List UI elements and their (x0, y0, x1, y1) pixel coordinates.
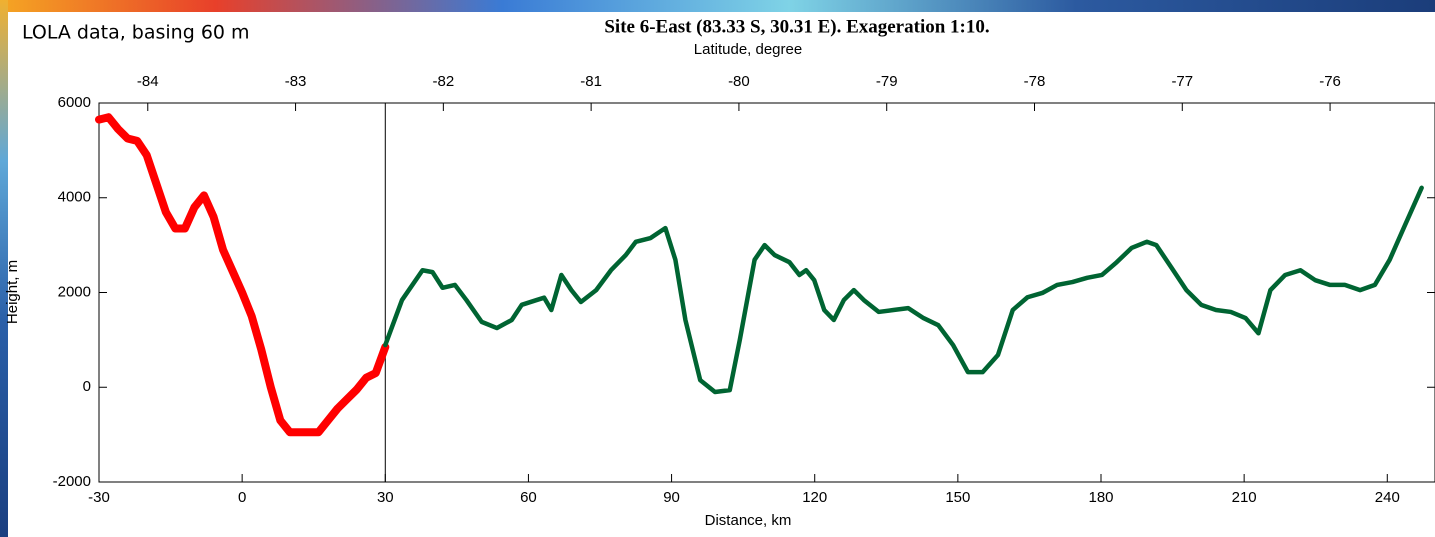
background-strip (0, 0, 8, 537)
series-line (383, 185, 1424, 395)
y-tick-label: 0 (83, 378, 91, 395)
y-tick-label: 4000 (58, 189, 91, 206)
x-axis-title: Distance, km (705, 512, 792, 529)
x2-tick-label: -76 (1319, 73, 1341, 90)
x-tick-label: 30 (377, 489, 394, 506)
x-tick-label: 240 (1375, 489, 1400, 506)
chart-title: Site 6-East (83.33 S, 30.31 E). Exagerat… (604, 16, 989, 37)
y-tick-label: 2000 (58, 283, 91, 300)
x-tick-label: 120 (802, 489, 827, 506)
x-tick-label: 90 (663, 489, 680, 506)
x2-tick-label: -84 (137, 73, 159, 90)
y-tick-label: -2000 (53, 473, 91, 490)
background-band (0, 0, 1435, 12)
x2-tick-label: -78 (1024, 73, 1046, 90)
y-axis-title: Height, m (4, 260, 21, 324)
x-tick-label: 60 (520, 489, 537, 506)
y-tick-label: 6000 (58, 94, 91, 111)
x2-axis-title: Latitude, degree (694, 41, 802, 58)
x-tick-label: 0 (238, 489, 246, 506)
x2-tick-label: -80 (728, 73, 750, 90)
x2-tick-label: -81 (580, 73, 602, 90)
x2-tick-label: -82 (433, 73, 455, 90)
x-tick-label: 210 (1232, 489, 1257, 506)
chart-background (8, 12, 1435, 537)
annotation-box (12, 14, 330, 50)
x-tick-label: 150 (945, 489, 970, 506)
annotation: LOLA data, basing 60 m (22, 22, 250, 44)
x-tick-label: -30 (88, 489, 110, 506)
series-line (95, 113, 390, 437)
x2-tick-label: -79 (876, 73, 898, 90)
x2-tick-label: -77 (1171, 73, 1193, 90)
x-tick-label: 180 (1088, 489, 1113, 506)
x2-tick-label: -83 (285, 73, 307, 90)
